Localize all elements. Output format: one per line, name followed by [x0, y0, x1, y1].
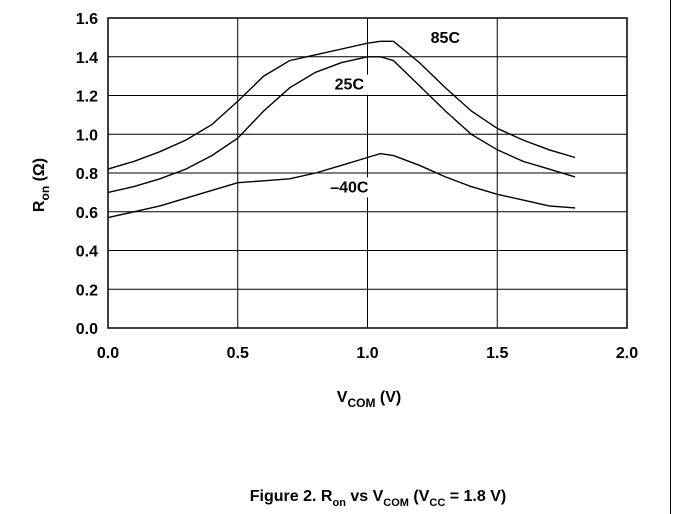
x-tick-label: 0.5	[227, 345, 249, 362]
x-tick-label: 1.5	[486, 345, 508, 362]
series-labels: 85C 25C –40C	[323, 28, 472, 198]
series-label: 25C	[335, 77, 365, 94]
y-tick-label: 0.0	[76, 321, 98, 338]
series-label-background	[419, 28, 472, 49]
series-label: –40C	[330, 179, 369, 196]
plot-area-border	[107, 17, 628, 329]
x-tick-label: 2.0	[616, 345, 638, 362]
series-label-background	[323, 74, 376, 95]
series-line-1	[107, 56, 576, 194]
figure-caption: Figure 2. Ron vs VCOM (VCC = 1.8 V)	[250, 488, 506, 509]
y-tick-label: 0.6	[76, 205, 98, 222]
y-tick-label: 0.4	[76, 244, 98, 261]
series-line-0	[107, 40, 576, 170]
x-axis-label: VCOM (V)	[337, 389, 401, 410]
series-line-2	[107, 152, 576, 219]
y-tick-label: 1.2	[76, 89, 98, 106]
y-tick-label: 0.2	[76, 282, 98, 299]
series-label-background	[323, 177, 376, 198]
x-tick-label: 0.0	[97, 345, 119, 362]
series-label: 85C	[431, 30, 461, 47]
tick-labels: 0.0 0.2 0.4 0.6 0.8 1.0 1.2 1.4 1.6 0.0 0.5 1.0 1.5 2…	[76, 11, 638, 362]
grid-lines	[108, 18, 627, 328]
y-tick-label: 1.4	[76, 50, 98, 67]
y-axis-label: Ron (Ω)	[31, 158, 52, 212]
y-tick-label: 1.0	[76, 127, 98, 144]
x-tick-label: 1.0	[356, 345, 378, 362]
y-tick-label: 1.6	[76, 11, 98, 28]
y-tick-label: 0.8	[76, 166, 98, 183]
series-layer	[107, 40, 576, 219]
